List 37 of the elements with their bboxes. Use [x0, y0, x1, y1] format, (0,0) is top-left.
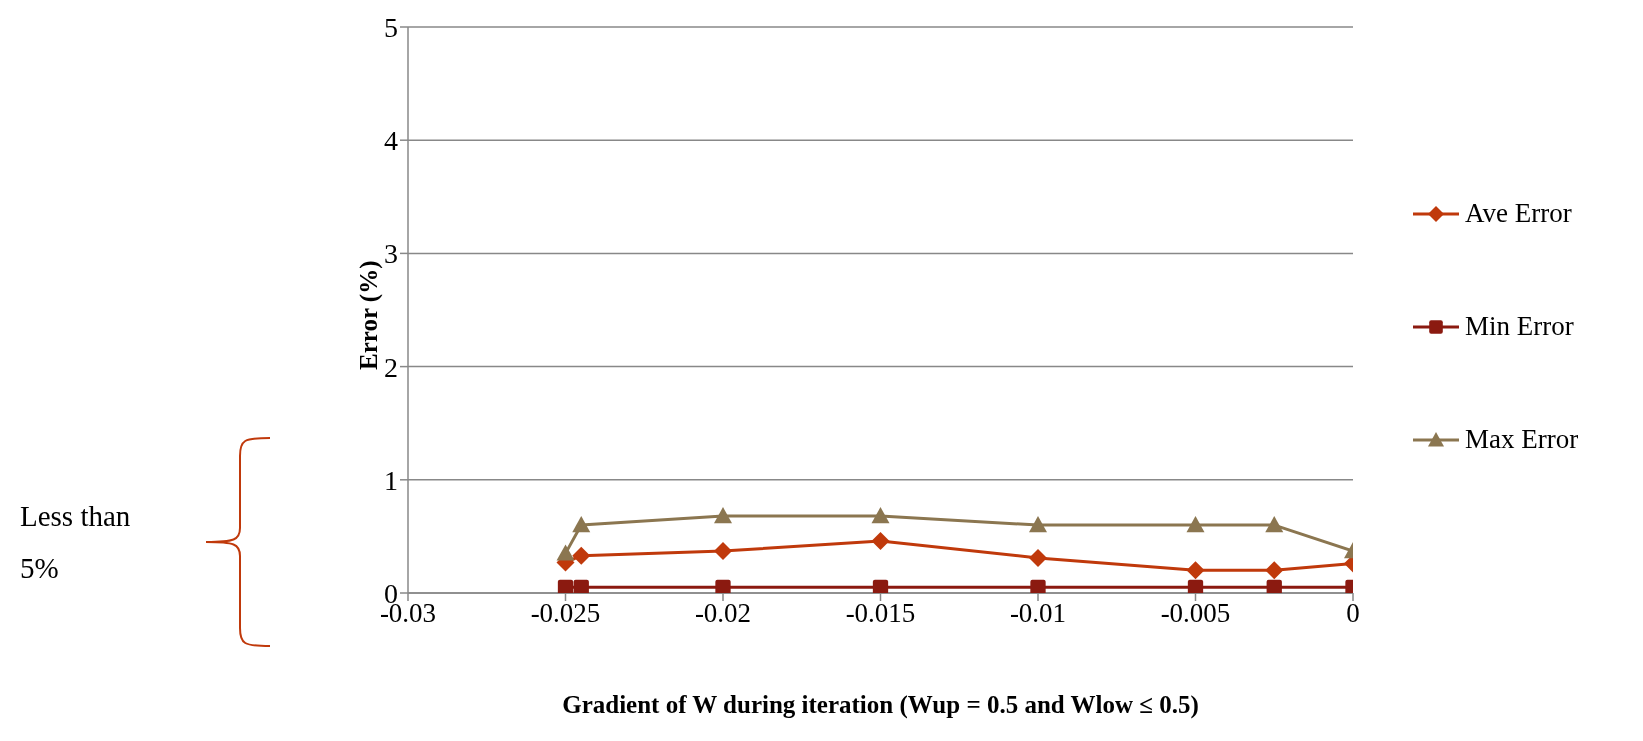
point: [871, 531, 890, 550]
x-tick-label: -0.02: [694, 598, 752, 629]
x-axis-title: Gradient of W during iteration (Wup = 0.5 and Wlow ≤ 0.5): [562, 691, 1199, 719]
point: [1187, 579, 1204, 593]
y-tick-label: 5: [384, 11, 398, 43]
point: [715, 579, 731, 593]
y-tick-label: 1: [384, 464, 398, 496]
x-tick-label: 0: [1346, 598, 1360, 629]
point: [872, 579, 889, 593]
point: [871, 507, 890, 524]
y-tick-label: 3: [384, 238, 398, 270]
point: [1266, 579, 1282, 593]
point: [1029, 516, 1047, 533]
legend-label: Min Error: [1465, 311, 1574, 342]
point: [573, 579, 589, 593]
x-tick-label: -0.015: [845, 598, 916, 629]
x-tick-label: -0.005: [1160, 598, 1231, 629]
point: [1265, 516, 1284, 533]
point: [557, 579, 574, 593]
point: [1186, 561, 1205, 580]
legend-label: Max Error: [1465, 424, 1579, 455]
point: [1029, 548, 1047, 567]
point: [1030, 579, 1046, 593]
point: [1265, 561, 1284, 580]
text: Less than 5%: [20, 499, 132, 586]
point: [572, 516, 591, 533]
y-tick-label: 2: [384, 351, 398, 383]
point: [714, 542, 732, 561]
y-axis-title: Error (%): [354, 260, 383, 370]
point: [714, 507, 732, 524]
legend-label: Ave Error: [1465, 198, 1572, 229]
x-tick-label: -0.025: [530, 598, 601, 629]
point: [556, 544, 575, 561]
y-tick-label: 4: [384, 125, 398, 157]
point: [572, 546, 591, 565]
x-tick-label: -0.01: [1009, 598, 1067, 629]
point: [1186, 516, 1205, 533]
